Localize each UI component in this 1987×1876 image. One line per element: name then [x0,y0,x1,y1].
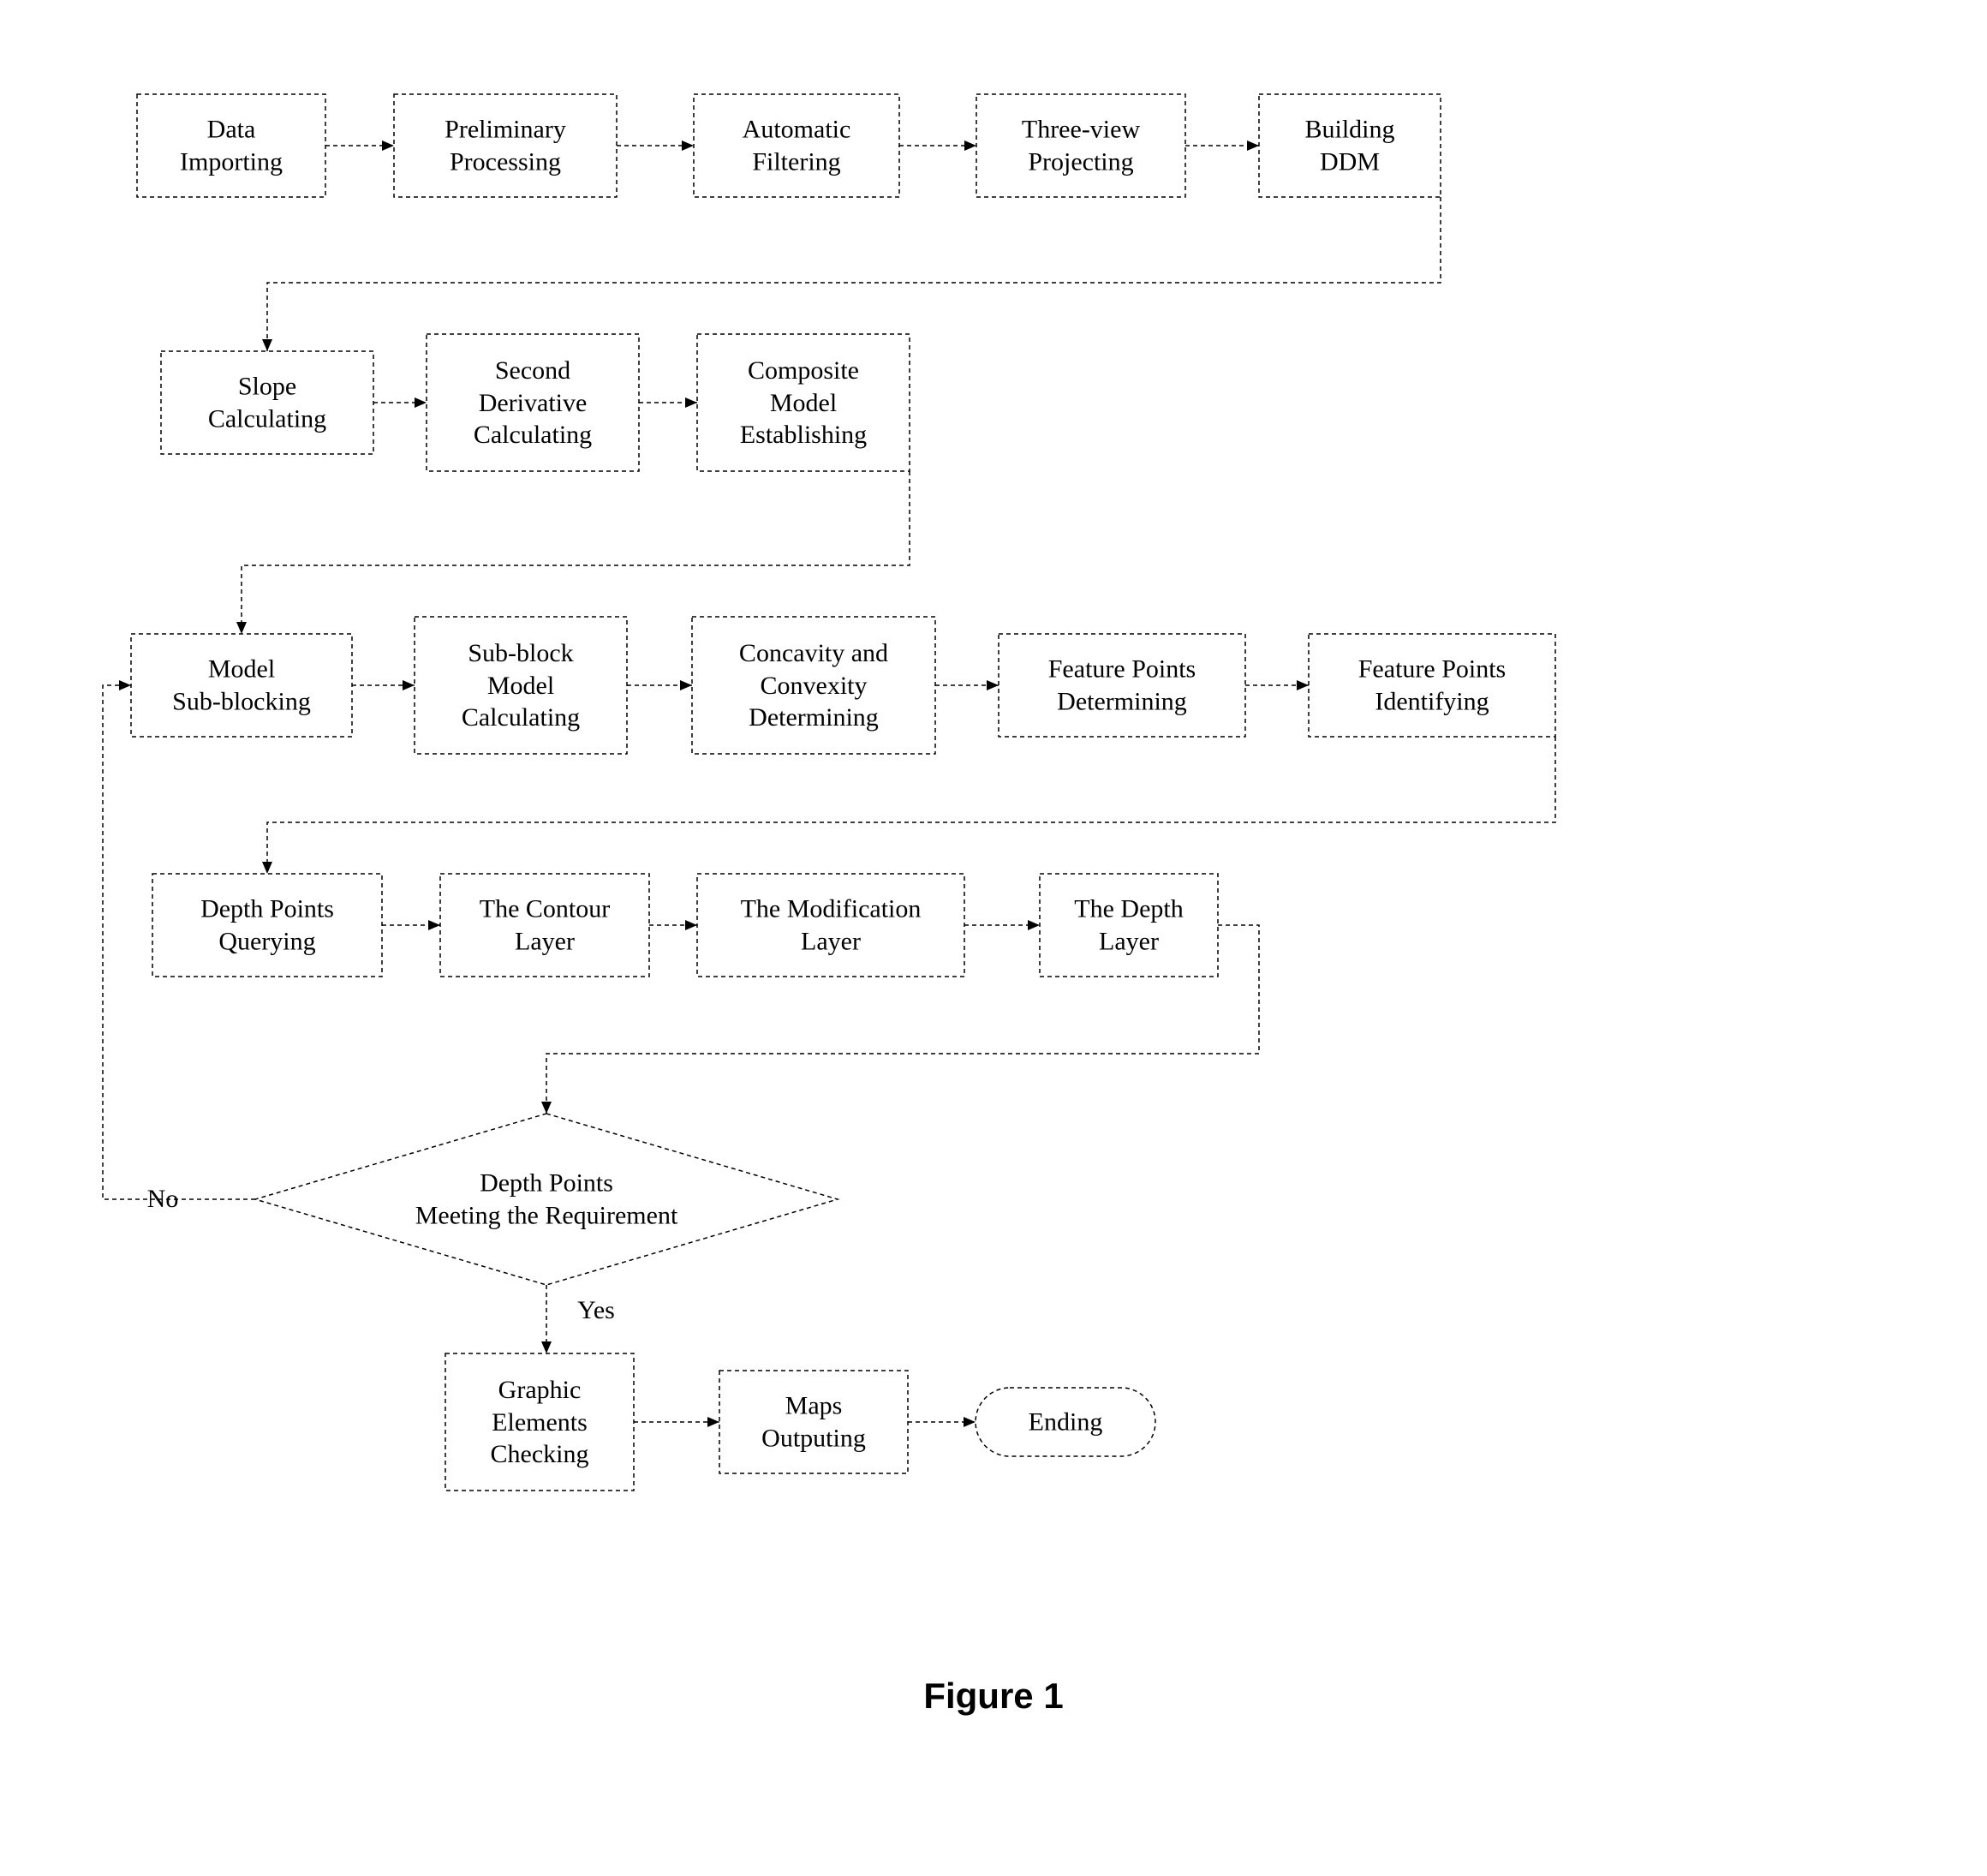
node-n18 [445,1353,634,1491]
edge-n8-n9 [242,471,910,634]
arrowhead [119,680,131,690]
node-n5 [1259,94,1441,197]
flowchart-canvas: Figure 1 Data ImportingPreliminary Proce… [0,0,1987,1876]
node-n13 [1309,634,1555,737]
arrowhead [682,140,694,151]
arrowhead [428,920,440,930]
node-n10 [415,617,627,754]
arrowhead [1247,140,1259,151]
node-n17 [1040,874,1218,977]
edge-n13-n14 [267,737,1555,874]
node-n6 [161,351,373,454]
arrowhead [415,397,427,408]
figure-caption: Figure 1 [923,1676,1063,1717]
arrowhead [541,1102,552,1114]
node-n12 [999,634,1245,737]
arrowhead [964,140,976,151]
node-n3 [694,94,899,197]
flowchart-svg [0,0,1987,1876]
node-d1 [255,1114,838,1285]
node-n15 [440,874,649,977]
node-n4 [976,94,1185,197]
arrowhead [964,1417,976,1427]
arrowhead [541,1341,552,1353]
arrowhead [685,920,697,930]
arrowhead [707,1417,719,1427]
node-n7 [427,334,639,471]
arrowhead [262,862,272,874]
arrowhead [236,622,247,634]
arrowhead [262,339,272,351]
arrowhead [403,680,415,690]
arrowhead [1297,680,1309,690]
node-n2 [394,94,617,197]
node-n1 [137,94,325,197]
edge-n5-n6 [267,197,1441,351]
arrowhead [685,397,697,408]
node-n19 [719,1371,908,1473]
arrowhead [1028,920,1040,930]
node-t1 [976,1388,1155,1456]
node-n8 [697,334,910,471]
node-n14 [152,874,382,977]
node-n11 [692,617,935,754]
arrowhead [680,680,692,690]
arrowhead [987,680,999,690]
arrowhead [382,140,394,151]
node-n9 [131,634,352,737]
node-n16 [697,874,964,977]
